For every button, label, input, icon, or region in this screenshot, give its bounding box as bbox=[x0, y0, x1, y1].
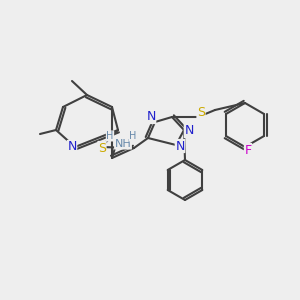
Text: N: N bbox=[67, 140, 77, 154]
Text: F: F bbox=[244, 143, 252, 157]
Text: H: H bbox=[129, 131, 137, 141]
Text: NH: NH bbox=[115, 139, 131, 149]
Text: N: N bbox=[146, 110, 156, 124]
Text: H: H bbox=[106, 131, 114, 141]
Text: N: N bbox=[175, 140, 185, 152]
Text: N: N bbox=[184, 124, 194, 137]
Text: S: S bbox=[197, 106, 205, 119]
Text: S: S bbox=[98, 142, 106, 154]
